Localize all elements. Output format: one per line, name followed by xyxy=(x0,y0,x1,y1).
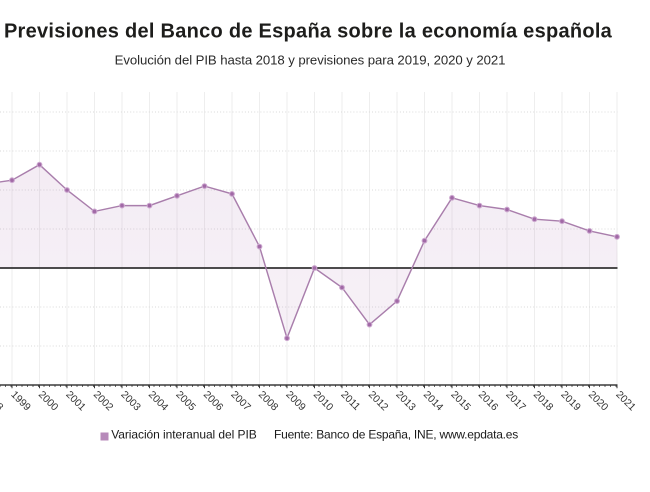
svg-text:2015: 2015 xyxy=(448,389,472,413)
svg-text:2018: 2018 xyxy=(531,389,555,413)
svg-text:2008: 2008 xyxy=(256,389,280,413)
svg-text:2000: 2000 xyxy=(36,389,60,413)
svg-text:2002: 2002 xyxy=(91,389,115,413)
svg-text:Evolución del PIB hasta 2018 y: Evolución del PIB hasta 2018 y prevision… xyxy=(115,53,506,68)
svg-text:2012: 2012 xyxy=(366,389,390,413)
svg-text:2004: 2004 xyxy=(146,389,170,413)
svg-text:Variación interanual del PIB: Variación interanual del PIB xyxy=(111,428,257,442)
svg-text:2006: 2006 xyxy=(201,389,225,413)
svg-text:2007: 2007 xyxy=(228,389,252,413)
svg-text:Fuente: Banco de España, INE,: Fuente: Banco de España, INE, www.epdata… xyxy=(274,428,518,442)
svg-text:2009: 2009 xyxy=(283,389,307,413)
svg-text:2013: 2013 xyxy=(393,389,417,413)
svg-text:2016: 2016 xyxy=(476,389,500,413)
svg-text:2021: 2021 xyxy=(613,389,637,413)
svg-text:1999: 1999 xyxy=(8,389,32,413)
svg-text:2011: 2011 xyxy=(338,389,362,413)
svg-text:Previsiones del Banco de Españ: Previsiones del Banco de España sobre la… xyxy=(4,21,613,43)
svg-text:2005: 2005 xyxy=(173,389,197,413)
svg-text:2017: 2017 xyxy=(503,389,527,413)
svg-text:2014: 2014 xyxy=(421,389,445,413)
svg-text:2019: 2019 xyxy=(558,389,582,413)
svg-text:2010: 2010 xyxy=(311,389,335,413)
svg-text:2020: 2020 xyxy=(586,389,610,413)
svg-text:2001: 2001 xyxy=(63,389,87,413)
svg-text:1998: 1998 xyxy=(0,389,5,413)
svg-text:2003: 2003 xyxy=(118,389,142,413)
